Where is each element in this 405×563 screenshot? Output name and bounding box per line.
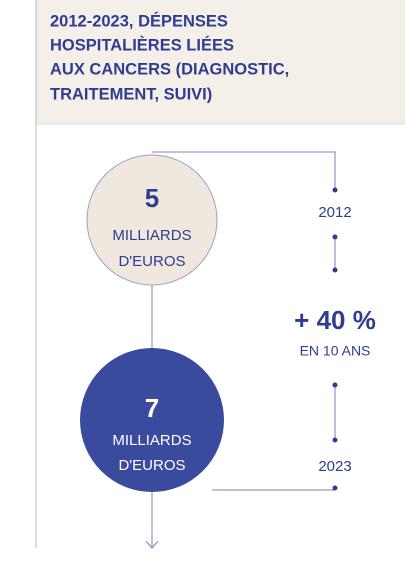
- start-circle: [86, 154, 218, 286]
- end-circle: [80, 348, 224, 492]
- title-line: AUX CANCERS (DIAGNOSTIC,: [50, 60, 289, 78]
- start-unit: D'EUROS: [118, 253, 185, 270]
- title-line: TRAITEMENT, SUIVI): [50, 85, 212, 103]
- end-value: 7: [145, 393, 159, 423]
- change-period: EN 10 ANS: [300, 343, 371, 359]
- title-line: HOSPITALIÈRES LIÉES: [50, 35, 234, 54]
- change-label: + 40 %: [294, 305, 376, 335]
- start-year: 2012: [318, 204, 351, 221]
- title-line: 2012-2023, DÉPENSES: [50, 11, 228, 30]
- end-unit: MILLIARDS: [112, 432, 191, 449]
- start-unit: MILLIARDS: [112, 227, 191, 244]
- start-value: 5: [145, 183, 159, 213]
- end-year: 2023: [318, 458, 351, 475]
- header-bg: [36, 0, 405, 124]
- dots: [332, 187, 338, 491]
- end-unit: D'EUROS: [118, 457, 185, 474]
